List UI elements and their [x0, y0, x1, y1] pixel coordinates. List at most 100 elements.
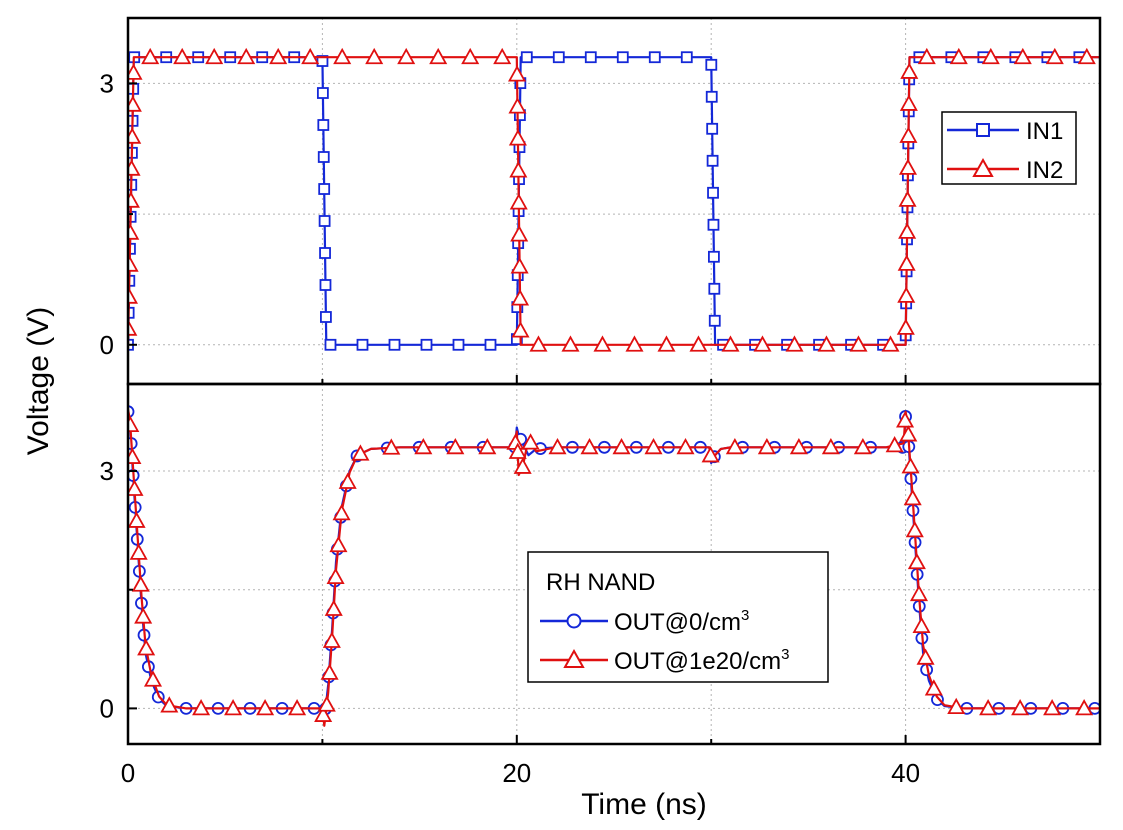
- series-marker-square: [707, 186, 719, 199]
- series-marker-triangle: [511, 321, 530, 338]
- series-marker-triangle: [853, 437, 872, 455]
- series-marker-triangle: [885, 436, 904, 453]
- series-marker-triangle: [508, 65, 527, 82]
- series-marker-triangle: [1075, 699, 1094, 716]
- series-marker-triangle: [143, 670, 163, 687]
- series-marker-triangle: [896, 318, 915, 335]
- series-marker-triangle: [509, 193, 528, 210]
- series-marker-triangle: [881, 335, 900, 352]
- legend-marker-out0: [566, 613, 582, 629]
- series-marker-triangle: [1077, 47, 1096, 65]
- series-marker-triangle: [917, 47, 936, 65]
- series-marker-triangle: [979, 699, 998, 716]
- series-marker-triangle: [324, 599, 343, 616]
- series-marker-triangle: [351, 444, 370, 461]
- series-marker-triangle: [128, 255, 139, 272]
- series-marker-square: [552, 51, 565, 64]
- series-marker-triangle: [817, 335, 836, 352]
- ticks-top: 03: [100, 68, 907, 384]
- series-marker-square: [705, 58, 718, 71]
- series-marker-triangle: [821, 437, 840, 455]
- series-marker-triangle: [329, 535, 348, 553]
- series-marker-square: [420, 338, 433, 351]
- x-axis-title: Time (ns): [581, 788, 707, 821]
- series-marker-triangle: [288, 699, 307, 716]
- series-marker-triangle: [901, 457, 920, 474]
- series-marker-triangle: [173, 47, 192, 65]
- series-bottom: [128, 405, 1100, 727]
- series-marker-triangle: [510, 257, 529, 274]
- panel-top: 03 IN1 IN2: [100, 16, 1102, 386]
- y-tick-label: 3: [100, 68, 114, 98]
- series-marker-square: [520, 51, 533, 64]
- series-marker-square: [707, 218, 720, 231]
- series-marker-triangle: [676, 437, 695, 455]
- legend-top: IN1 IN2: [941, 111, 1077, 185]
- series-marker-triangle: [1013, 47, 1032, 65]
- series-marker-triangle: [897, 286, 916, 303]
- y-tick-label: 3: [100, 456, 114, 486]
- legend-label-out0-text: OUT@0/cm: [614, 609, 741, 636]
- series-marker-square: [708, 314, 721, 327]
- series-marker-triangle: [511, 289, 530, 306]
- series-marker-square: [356, 338, 369, 351]
- series-marker-square: [318, 215, 331, 227]
- series-marker-triangle: [593, 335, 612, 352]
- series-marker-triangle: [689, 335, 708, 352]
- series-top: [128, 47, 1100, 352]
- x-tick-labels: 0 20 40: [121, 758, 920, 788]
- series-marker-triangle: [900, 62, 919, 79]
- series-marker-triangle: [237, 47, 256, 65]
- series-marker-triangle: [899, 94, 918, 111]
- series-marker-triangle: [1045, 47, 1064, 65]
- legend-bottom: RH NAND OUT@0/cm3 OUT@1e20/cm3: [527, 551, 829, 683]
- series-marker-square: [317, 151, 330, 163]
- plot-frame-bottom: [126, 382, 1102, 746]
- series-marker-triangle: [721, 335, 740, 352]
- series-marker-triangle: [322, 631, 341, 648]
- x-tick-label: 0: [121, 758, 135, 788]
- series-line-triangle: [128, 56, 1100, 346]
- series-marker-triangle: [192, 699, 211, 716]
- series-marker-triangle: [757, 437, 776, 455]
- series-marker-square: [319, 279, 332, 291]
- series-marker-triangle: [128, 479, 144, 496]
- series-marker-triangle: [657, 335, 676, 352]
- series-marker-triangle: [446, 437, 465, 455]
- series-marker-triangle: [129, 543, 148, 560]
- series-marker-triangle: [128, 223, 140, 240]
- series-marker-triangle: [897, 254, 916, 271]
- series-marker-triangle: [141, 47, 160, 65]
- series-marker-triangle: [701, 446, 720, 463]
- series-marker-triangle: [338, 472, 357, 489]
- series-marker-triangle: [508, 442, 527, 459]
- series-marker-triangle: [269, 47, 288, 65]
- series-marker-triangle: [137, 639, 156, 656]
- series-marker-triangle: [907, 552, 926, 570]
- series-marker-triangle: [898, 158, 918, 175]
- legend-label-in2: IN2: [1026, 157, 1063, 184]
- series-marker-square: [317, 119, 330, 131]
- series-marker-triangle: [898, 222, 917, 239]
- series-marker-triangle: [461, 47, 480, 65]
- y-axis-title: Voltage (V): [22, 307, 55, 455]
- series-marker-triangle: [508, 97, 527, 114]
- series-marker-square: [484, 338, 497, 351]
- series-marker-square: [584, 51, 597, 64]
- series-marker-triangle: [224, 699, 243, 716]
- series-marker-triangle: [903, 489, 922, 506]
- series-marker-triangle: [753, 335, 772, 352]
- series-marker-triangle: [131, 575, 150, 592]
- series-marker-square: [319, 247, 331, 259]
- series-marker-square: [680, 51, 693, 64]
- series-marker-triangle: [326, 567, 345, 584]
- series-marker-triangle: [256, 699, 275, 716]
- series-marker-triangle: [625, 335, 644, 352]
- series-marker-square: [318, 183, 331, 195]
- series-marker-triangle: [789, 437, 808, 455]
- series-marker-triangle: [493, 47, 512, 65]
- series-marker-triangle: [916, 648, 935, 665]
- series-marker-triangle: [644, 437, 663, 455]
- ticks-bottom: 03: [100, 456, 907, 744]
